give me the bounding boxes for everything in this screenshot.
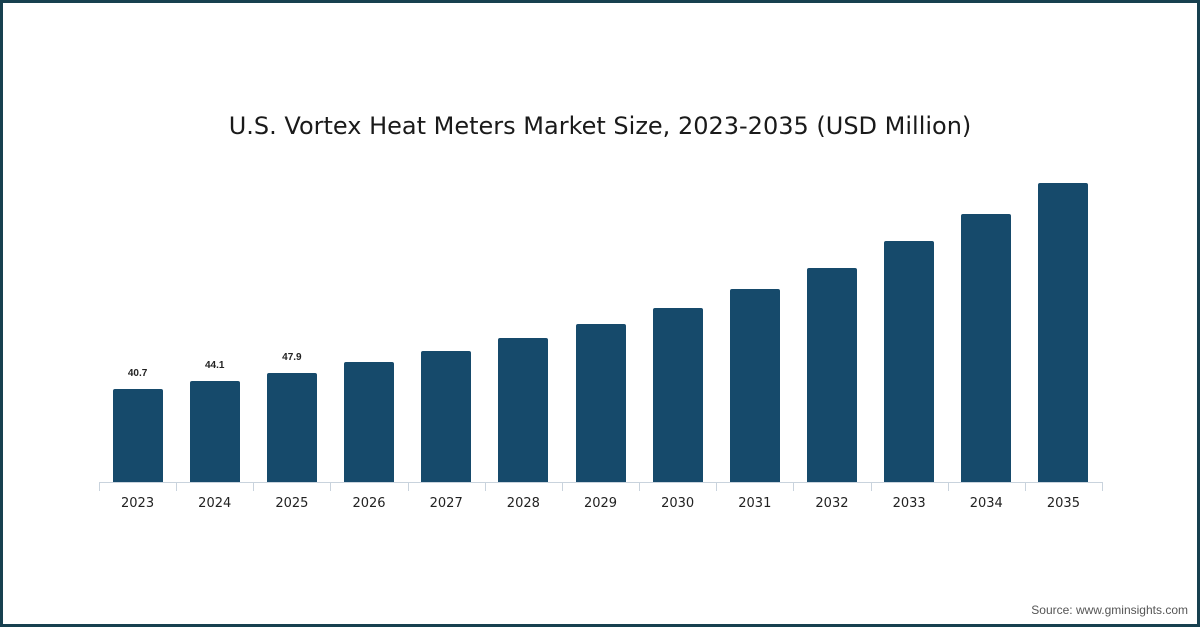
data-label-2023: 40.7	[127, 368, 148, 379]
bar-2029	[575, 324, 626, 482]
x-tick-label-2032: 2032	[815, 496, 849, 511]
x-tick	[484, 482, 486, 491]
x-tick-label-2026: 2026	[352, 496, 386, 511]
bar-2026	[344, 362, 395, 482]
x-tick	[716, 482, 718, 491]
bar-2028	[498, 338, 549, 482]
bar-2031	[729, 288, 780, 482]
bar-2023	[112, 389, 163, 482]
x-tick	[176, 482, 178, 491]
x-tick-label-2031: 2031	[738, 496, 772, 511]
data-label-2025: 47.9	[282, 351, 302, 363]
x-tick-label-2024: 2024	[198, 496, 232, 511]
x-tick-label-2023: 2023	[121, 496, 155, 511]
bar-2030	[652, 308, 703, 482]
bar-2024	[189, 381, 240, 482]
x-tick	[793, 482, 795, 491]
chart-title: U.S. Vortex Heat Meters Market Size, 202…	[228, 112, 972, 140]
x-tick	[561, 482, 563, 491]
x-tick-label-2035: 2035	[1046, 496, 1080, 511]
x-tick-label-2028: 2028	[506, 496, 540, 511]
x-tick	[639, 482, 641, 491]
bar-2033	[884, 240, 935, 482]
x-axis-line	[99, 482, 1102, 483]
data-label-2024: 44.1	[204, 360, 225, 372]
x-tick	[947, 482, 949, 491]
x-tick	[407, 482, 409, 491]
bar-2027	[421, 351, 472, 482]
x-tick-label-2030: 2030	[661, 496, 695, 511]
bar-2025	[266, 372, 317, 482]
bar-2032	[806, 267, 857, 482]
x-tick-label-2027: 2027	[429, 496, 463, 511]
x-tick	[253, 482, 255, 491]
x-tick-label-2029: 2029	[583, 496, 618, 511]
x-tick	[99, 482, 100, 491]
x-tick	[1024, 482, 1026, 491]
x-tick	[330, 482, 332, 491]
bar-2034	[961, 213, 1012, 482]
x-tick	[1102, 482, 1103, 491]
x-tick-label-2034: 2034	[969, 496, 1003, 511]
x-tick-label-2033: 2033	[892, 496, 926, 511]
x-tick	[870, 482, 872, 491]
x-tick-label-2025: 2025	[275, 496, 309, 511]
bar-2035	[1038, 182, 1089, 482]
plot-area: 40.7 44.1 47.9	[99, 150, 1102, 482]
source-note: Source: www.gminsights.com	[1031, 603, 1188, 617]
